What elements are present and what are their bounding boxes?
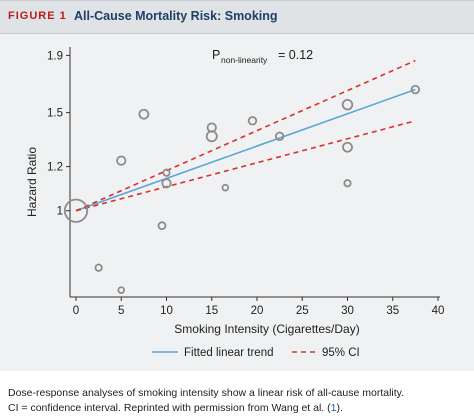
annotation-subscript: non-linearity [221, 55, 268, 65]
study-point [205, 130, 218, 143]
x-tick-label: 0 [73, 305, 79, 317]
x-tick-label: 35 [386, 305, 399, 317]
y-axis-label: Hazard Ratio [25, 147, 39, 217]
legend-fitted-label: Fitted linear trend [184, 347, 274, 359]
y-tick-label: 1.2 [47, 162, 63, 174]
study-point [221, 183, 230, 192]
study-point [116, 155, 127, 166]
y-tick-label: 1.5 [47, 108, 63, 120]
study-point [342, 141, 353, 153]
figure-panel: FIGURE 1 All-Cause Mortality Risk: Smoki… [0, 0, 474, 371]
x-axis-label: Smoking Intensity (Cigarettes/Day) [174, 322, 359, 336]
fitted-trend-line [75, 88, 416, 212]
study-point [341, 98, 354, 111]
study-point [138, 108, 150, 120]
x-tick-label: 10 [160, 305, 173, 317]
caption-line-2-end: ). [336, 402, 343, 414]
study-point [274, 131, 285, 142]
caption-line-2: CI = confidence interval. Reprinted with… [8, 402, 331, 414]
ci-upper-line [75, 59, 416, 212]
y-tick-label: 1.9 [47, 50, 63, 62]
legend-ci-label: 95% CI [322, 347, 360, 359]
study-point [343, 179, 352, 188]
annotation-p: P [212, 48, 220, 62]
reference-link[interactable]: 1 [330, 402, 337, 414]
x-tick-label: 30 [341, 305, 354, 317]
study-point [94, 263, 103, 272]
x-tick-label: 20 [251, 305, 264, 317]
y-tick-label: 1 [57, 206, 63, 218]
study-point [410, 84, 421, 95]
x-tick-label: 15 [205, 305, 218, 317]
study-point [63, 198, 89, 223]
study-point [117, 286, 126, 294]
study-point [162, 168, 171, 177]
scatter-chart: 0 5 10 15 20 25 30 35 40 1 1.2 1.5 1.9 Smoking Intens… [25, 47, 445, 359]
figure-label: FIGURE 1 [8, 10, 67, 22]
x-tick-label: 40 [432, 305, 445, 317]
figure-title: All-Cause Mortality Risk: Smoking [74, 9, 278, 23]
study-point [157, 221, 167, 231]
x-tick-label: 25 [296, 305, 309, 317]
ci-lower-line [75, 120, 416, 212]
x-tick-label: 5 [118, 305, 124, 317]
figure-caption: Dose-response analyses of smoking intens… [8, 386, 468, 416]
study-point [247, 116, 258, 126]
annotation-value: = 0.12 [278, 48, 313, 62]
caption-line-1: Dose-response analyses of smoking intens… [8, 387, 405, 399]
study-point [161, 178, 172, 189]
figure-header: FIGURE 1 All-Cause Mortality Risk: Smoki… [0, 1, 474, 34]
